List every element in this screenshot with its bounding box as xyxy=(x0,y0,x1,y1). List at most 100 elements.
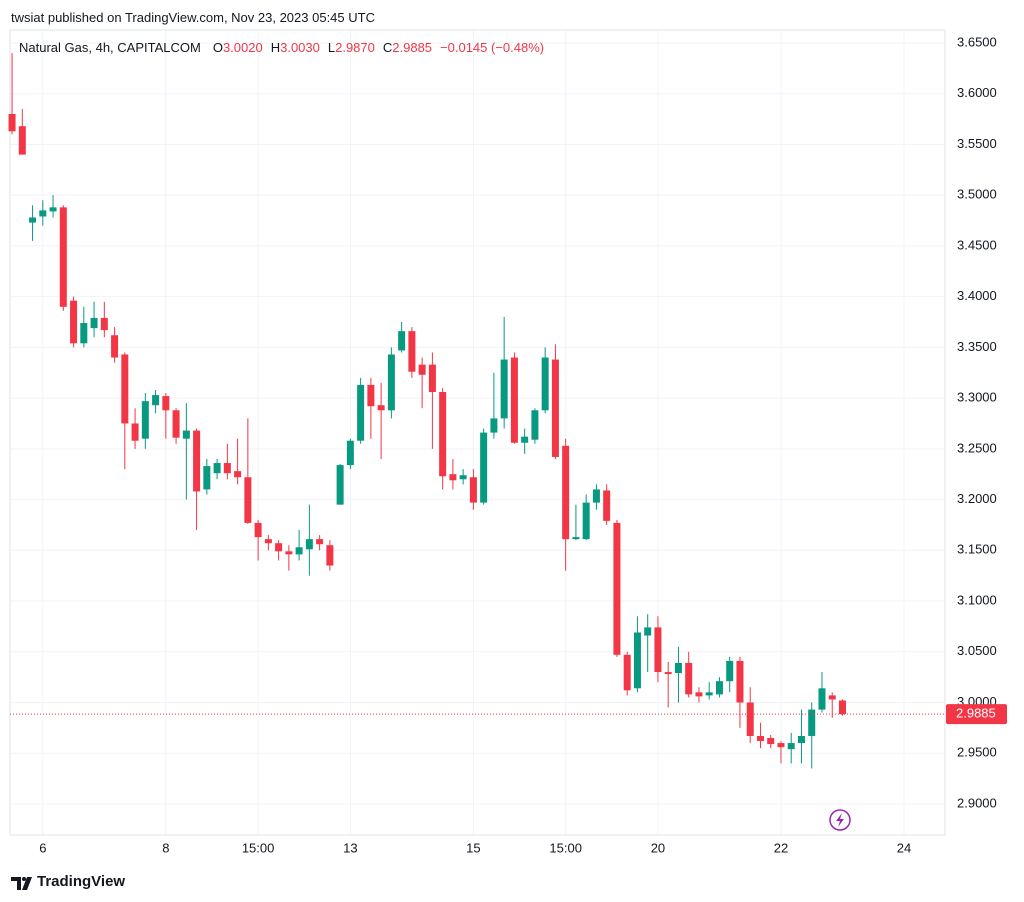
candle-body xyxy=(193,430,201,492)
candle-body xyxy=(562,445,570,540)
candle-body xyxy=(100,317,108,331)
y-tick-label: 3.0500 xyxy=(957,643,997,658)
ohlc-values: O3.0020 H3.0030 L2.9870 C2.9885 xyxy=(201,40,432,55)
candle-body xyxy=(746,702,754,736)
last-price-label: 2.9885 xyxy=(956,706,996,721)
y-tick-label: 3.6000 xyxy=(957,85,997,100)
candle-body xyxy=(387,354,395,411)
candle-body xyxy=(726,660,734,682)
candle-body xyxy=(90,317,98,329)
ohlc-value: 2.9870 xyxy=(335,40,375,55)
candle-body xyxy=(756,735,764,742)
y-tick-label: 3.4000 xyxy=(957,288,997,303)
candle-body xyxy=(244,477,252,523)
candle-body xyxy=(654,627,662,673)
candle-body xyxy=(838,700,846,715)
candle-body xyxy=(541,357,549,411)
candle-body xyxy=(223,463,231,474)
candle-body xyxy=(633,632,641,689)
candle-body xyxy=(18,126,26,155)
y-tick-label: 3.4500 xyxy=(957,237,997,252)
candle-body xyxy=(234,471,242,478)
candle-body xyxy=(685,662,693,695)
candle-body xyxy=(531,410,539,440)
candle-body xyxy=(592,489,600,503)
candle-body xyxy=(797,735,805,744)
alert-icon[interactable] xyxy=(829,809,851,831)
publisher-line: twsiat published on TradingView.com, Nov… xyxy=(11,10,375,25)
candle-body xyxy=(357,384,365,441)
candle-body xyxy=(500,359,508,419)
candle-body xyxy=(39,210,47,217)
y-tick-label: 3.2000 xyxy=(957,491,997,506)
x-tick-label: 15 xyxy=(466,840,480,855)
x-tick-label: 13 xyxy=(343,840,357,855)
candle-body xyxy=(767,738,775,745)
candle-body xyxy=(203,466,211,490)
y-tick-label: 3.1000 xyxy=(957,592,997,607)
symbol-title: Natural Gas, 4h, CAPITALCOM xyxy=(19,40,201,55)
y-tick-label: 3.1500 xyxy=(957,542,997,557)
candle-body xyxy=(818,688,826,710)
symbol-legend: Natural Gas, 4h, CAPITALCOM O3.0020 H3.003… xyxy=(19,40,544,55)
x-tick-label: 6 xyxy=(39,840,46,855)
y-tick-label: 2.9000 xyxy=(957,795,997,810)
candle-body xyxy=(736,660,744,703)
candle-body xyxy=(346,440,354,466)
candle-body xyxy=(521,436,529,443)
candle-body xyxy=(418,364,426,375)
candle-body xyxy=(326,545,334,566)
candle-body xyxy=(613,522,621,655)
candle-body xyxy=(254,522,262,538)
candle-body xyxy=(490,418,498,433)
candle-body xyxy=(8,114,16,132)
x-tick-label: 8 xyxy=(162,840,169,855)
candle-body xyxy=(644,627,652,636)
candle-body xyxy=(439,392,447,477)
candle-body xyxy=(172,410,180,438)
y-tick-label: 3.5500 xyxy=(957,136,997,151)
candle-body xyxy=(705,692,713,696)
candle-body xyxy=(275,543,283,552)
candle-body xyxy=(449,474,457,481)
brand-logo xyxy=(11,877,32,890)
candle-body xyxy=(336,465,344,505)
brand-name: TradingView xyxy=(37,873,126,890)
candle-body xyxy=(152,395,160,406)
y-tick-label: 3.2500 xyxy=(957,440,997,455)
y-tick-label: 3.3000 xyxy=(957,390,997,405)
candle-body xyxy=(49,207,57,212)
candle-body xyxy=(551,359,559,457)
candle-body xyxy=(162,396,170,411)
ohlc-value: 3.0020 xyxy=(222,40,263,55)
x-tick-label: 24 xyxy=(897,840,911,855)
y-tick-label: 3.3500 xyxy=(957,339,997,354)
candle-body xyxy=(469,477,477,503)
candle-body xyxy=(777,743,785,748)
y-tick-label: 3.6500 xyxy=(957,34,997,49)
candle-body xyxy=(367,384,375,407)
last-price-box xyxy=(946,704,1007,725)
y-tick-label: 2.9500 xyxy=(957,745,997,760)
candle-body xyxy=(80,323,88,344)
candle-body xyxy=(572,537,580,540)
candle-body xyxy=(408,331,416,372)
candles xyxy=(8,53,945,769)
candle-body xyxy=(131,423,139,441)
candle-body xyxy=(182,430,190,439)
candle-body xyxy=(510,357,518,443)
candle-body xyxy=(787,743,795,750)
candle-body xyxy=(428,364,436,393)
candle-body xyxy=(715,681,723,695)
candle-body xyxy=(295,547,303,555)
candle-body xyxy=(623,654,631,691)
candle-body xyxy=(664,672,672,675)
ohlc-key: O xyxy=(212,40,223,55)
candle-body xyxy=(111,335,119,358)
candle-body xyxy=(316,539,324,545)
candle-body xyxy=(603,490,611,521)
ohlc-key: L xyxy=(327,40,336,55)
ohlc-value: 2.9885 xyxy=(392,40,433,55)
candle-body xyxy=(29,217,37,223)
